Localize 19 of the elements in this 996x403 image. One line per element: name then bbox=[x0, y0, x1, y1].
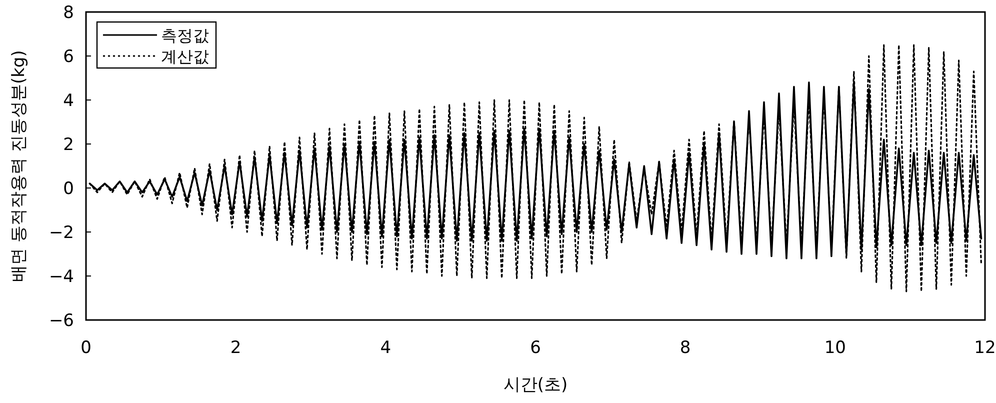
y-tick-label: 4 bbox=[63, 91, 74, 111]
legend-label: 계산값 bbox=[161, 47, 209, 66]
x-tick-label: 8 bbox=[680, 338, 691, 358]
y-axis-title: 배면 동적작용력 진동성분(kg) bbox=[9, 50, 29, 282]
x-axis-title: 시간(초) bbox=[503, 375, 568, 395]
y-tick-label: 6 bbox=[63, 47, 74, 67]
x-tick-label: 10 bbox=[824, 338, 846, 358]
x-tick-label: 6 bbox=[530, 338, 541, 358]
y-tick-label: 2 bbox=[63, 135, 74, 155]
legend-label: 측정값 bbox=[161, 26, 209, 45]
x-tick-label: 2 bbox=[230, 338, 242, 358]
x-tick-label: 0 bbox=[80, 338, 92, 358]
y-tick-label: −6 bbox=[48, 311, 74, 331]
y-tick-label: 8 bbox=[63, 3, 74, 23]
y-tick-label: 0 bbox=[63, 179, 74, 199]
y-tick-label: −2 bbox=[48, 223, 74, 243]
x-tick-label: 12 bbox=[974, 338, 996, 358]
x-tick-label: 4 bbox=[380, 338, 392, 358]
y-tick-label: −4 bbox=[48, 267, 74, 287]
